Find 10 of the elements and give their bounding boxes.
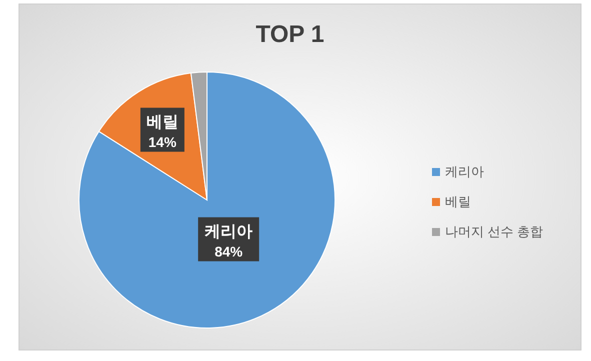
legend: 케리아 베릴 나머지 선수 총합 bbox=[432, 164, 544, 239]
slice-label: 베릴 bbox=[146, 114, 178, 131]
data-label: 84% bbox=[214, 243, 244, 260]
legend-label: 베릴 bbox=[445, 194, 471, 209]
slice-label: 케리아 bbox=[204, 223, 253, 240]
slice-label: 케리아 bbox=[445, 164, 484, 179]
legend-label: 나머지 선수 총합 bbox=[445, 224, 544, 239]
pie-slice bbox=[78, 72, 336, 328]
data-label: 14% bbox=[148, 134, 177, 150]
chart-title: TOP 1 bbox=[256, 21, 324, 48]
